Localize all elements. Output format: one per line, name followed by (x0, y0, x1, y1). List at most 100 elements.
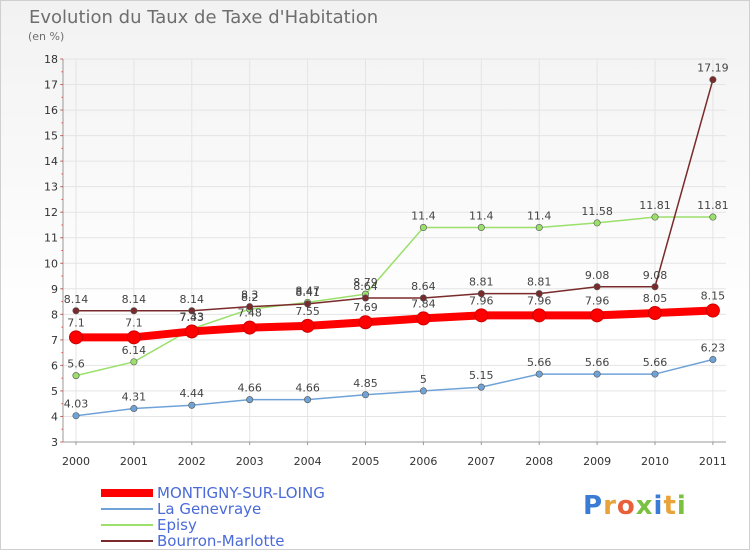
chart-title: Evolution du Taux de Taxe d'Habitation (29, 7, 379, 28)
data-label: 7.55 (295, 305, 320, 318)
data-label: 11.81 (639, 199, 671, 212)
data-point (361, 294, 369, 302)
y-tick-label: 11 (44, 232, 58, 245)
legend-swatch-montigny (101, 489, 153, 497)
y-tick-label: 3 (51, 436, 58, 449)
series-line (75, 216, 714, 377)
data-label: 6.14 (122, 344, 147, 357)
y-tick-label: 13 (44, 181, 58, 194)
x-tick-label: 2005 (352, 455, 380, 468)
data-point (477, 290, 485, 298)
data-label: 8.81 (527, 276, 552, 289)
data-label: 7.84 (411, 297, 436, 310)
data-label: 6.23 (701, 342, 726, 355)
logo-letter: x (635, 491, 654, 521)
data-label: 8.64 (411, 280, 436, 293)
data-point (130, 405, 138, 413)
series-line (75, 78, 714, 312)
y-tick-label: 18 (44, 53, 58, 66)
data-point (300, 318, 315, 333)
legend-label-episy: Episy (157, 516, 197, 534)
data-point (188, 401, 196, 409)
y-tick-label: 8 (51, 308, 58, 321)
data-point (184, 324, 199, 339)
data-point (593, 370, 601, 378)
data-point (709, 76, 717, 84)
data-point (648, 306, 662, 321)
data-label: 8.15 (701, 290, 726, 303)
proxiti-logo: Proxiti (583, 491, 687, 521)
data-label: 9.08 (585, 269, 610, 282)
y-tick-label: 10 (44, 257, 58, 270)
data-label: 11.81 (697, 199, 729, 212)
data-label: 8.2 (241, 291, 259, 304)
data-point (130, 358, 138, 366)
logo-letter: P (583, 491, 604, 521)
data-point (535, 370, 543, 378)
legend-swatch-episy (101, 524, 153, 526)
data-label: 9.08 (643, 269, 668, 282)
legend-swatch-bourron-marlotte (101, 540, 153, 542)
data-label: 4.03 (64, 398, 89, 411)
data-point (246, 396, 254, 404)
y-tick-label: 17 (44, 79, 58, 92)
y-tick-label: 14 (44, 155, 58, 168)
y-tick-label: 15 (44, 130, 58, 143)
data-point (477, 383, 485, 391)
x-tick-label: 2010 (641, 455, 669, 468)
data-point (593, 283, 601, 291)
data-label: 7.1 (67, 316, 85, 329)
data-point (709, 213, 717, 221)
y-tick-label: 4 (51, 410, 58, 423)
data-label: 8.05 (643, 292, 668, 305)
data-label: 4.66 (295, 382, 320, 395)
data-label: 4.85 (353, 377, 378, 390)
unit-label: (en %) (28, 30, 65, 43)
data-point (532, 308, 547, 323)
data-point (651, 370, 659, 378)
y-tick-label: 6 (51, 359, 58, 372)
data-point (705, 303, 720, 318)
data-point (419, 294, 427, 302)
data-label: 8.14 (180, 293, 205, 306)
data-point (535, 224, 543, 232)
data-label: 7.33 (180, 310, 205, 323)
data-label: 5.66 (643, 356, 668, 369)
data-label: 7.96 (527, 294, 552, 307)
data-point (188, 307, 196, 315)
data-point (474, 308, 489, 323)
legend-label-bourron-marlotte: Bourron-Marlotte (157, 532, 285, 550)
data-point (72, 412, 80, 420)
data-point (130, 307, 138, 315)
data-point (72, 372, 80, 380)
data-label: 8.14 (122, 293, 147, 306)
data-point (651, 283, 659, 291)
legend-label-la-genevraye: La Genevraye (157, 500, 262, 518)
data-label: 4.31 (122, 391, 147, 404)
x-tick-label: 2001 (120, 455, 148, 468)
data-point (651, 213, 659, 221)
data-label: 8.79 (353, 276, 378, 289)
data-label: 11.4 (527, 210, 552, 223)
data-label: 7.1 (125, 316, 143, 329)
data-point (358, 315, 373, 330)
data-point (361, 391, 369, 399)
data-label: 5.15 (469, 369, 494, 382)
data-label: 5.66 (585, 356, 610, 369)
logo-letter: r (603, 491, 617, 521)
data-label: 8.47 (295, 284, 320, 297)
legend-label-montigny: MONTIGNY-SUR-LOING (157, 484, 325, 502)
data-point (72, 307, 80, 315)
data-label: 11.4 (411, 210, 436, 223)
data-label: 7.48 (237, 307, 262, 320)
data-point (419, 387, 427, 395)
data-point (590, 308, 605, 323)
logo-letter: i (676, 491, 687, 521)
logo-letter: o (616, 491, 636, 521)
legend-swatch-la-genevraye (101, 508, 153, 510)
x-tick-label: 2002 (178, 455, 206, 468)
data-point (477, 224, 485, 232)
data-point (416, 311, 431, 326)
